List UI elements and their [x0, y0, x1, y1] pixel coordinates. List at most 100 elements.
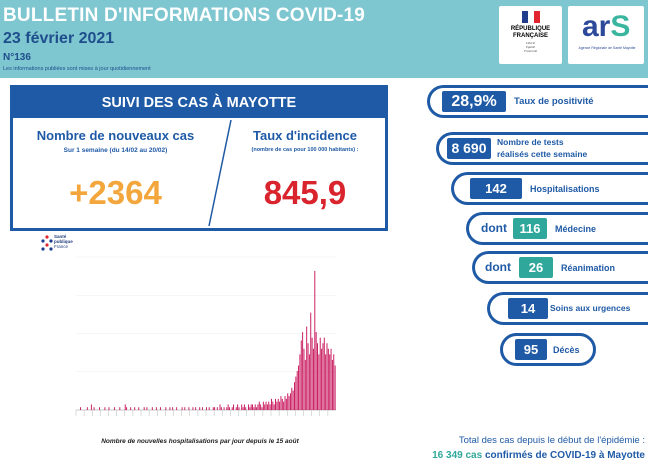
chart-bar — [326, 343, 328, 410]
chart-bar — [295, 376, 297, 410]
stat-positivity: 28,9% Taux de positivité — [427, 85, 648, 118]
chart-bar — [206, 407, 207, 410]
chart-bar — [226, 407, 228, 410]
chart-bar — [241, 404, 243, 410]
chart-caption: Nombre de nouvelles hospitalisations par… — [101, 438, 299, 445]
chart-bar — [317, 343, 318, 410]
chart-bar — [212, 407, 214, 410]
chart-bar — [237, 404, 239, 410]
chart-bar — [235, 407, 237, 410]
stat-value: 28,9% — [442, 91, 506, 112]
stat-deces: 95 Décès — [500, 333, 596, 366]
chart-bar — [292, 390, 294, 410]
stat-label: Taux de positivité — [514, 96, 594, 107]
chart-bar — [275, 398, 277, 410]
chart-bar — [321, 348, 323, 410]
chart-bar — [199, 407, 201, 410]
chart-bar — [201, 407, 203, 410]
bulletin-number: N°136 — [3, 52, 31, 63]
chart-bar — [216, 407, 218, 410]
chart-bar — [325, 354, 327, 410]
chart-bar — [165, 407, 167, 410]
chart-bar — [184, 407, 186, 410]
chart-bar — [130, 407, 132, 410]
chart-bar — [169, 407, 171, 410]
chart-bar — [208, 407, 210, 410]
chart-bar — [260, 404, 262, 410]
chart-bar — [304, 359, 306, 410]
chart-bar — [261, 407, 263, 410]
chart-bar — [291, 387, 293, 410]
spf-dots-icon — [41, 235, 53, 251]
chart-plot — [75, 256, 336, 416]
chart-bar — [176, 407, 178, 410]
chart-bar — [113, 407, 115, 410]
french-flag-icon — [522, 11, 540, 23]
chart-bar — [233, 404, 235, 410]
chart-bar — [143, 407, 145, 410]
chart-bar — [227, 404, 229, 410]
panel-divider — [208, 119, 232, 227]
chart-bar — [124, 404, 126, 410]
chart-bar — [159, 407, 161, 410]
stat-reanimation: dont 26 Réanimation — [472, 251, 648, 284]
stat-urgences: 14 Soins aux urgences — [487, 292, 648, 325]
chart-bar — [308, 354, 310, 410]
chart-bar — [273, 404, 275, 410]
chart-bar — [80, 407, 82, 410]
chart-bar — [318, 354, 320, 410]
stat-prefix: dont — [485, 260, 511, 274]
total-count: 16 349 cas — [432, 450, 483, 461]
chart-bar — [247, 404, 249, 410]
chart-bar — [322, 343, 324, 410]
chart-bar — [252, 404, 253, 410]
chart-bar — [264, 404, 266, 410]
chart-bar — [269, 404, 271, 410]
new-cases-label: Nombre de nouveaux cas — [36, 128, 195, 143]
bulletin-date: 23 février 2021 — [3, 30, 115, 47]
stat-medecine: dont 116 Médecine — [466, 212, 648, 245]
chart-bar — [298, 365, 300, 410]
chart-bar — [220, 407, 222, 410]
chart-bar — [119, 407, 121, 410]
chart-bar — [294, 382, 295, 410]
incidence-unit: (nombre de cas pour 100 000 habitants) : — [251, 147, 359, 153]
stat-label: Réanimation — [561, 263, 616, 273]
chart-bar — [243, 404, 245, 410]
chart-bar — [223, 407, 225, 410]
chart-bar — [331, 359, 333, 410]
republique-francaise-logo: RÉPUBLIQUE FRANÇAISE Liberté Égalité Fra… — [499, 6, 562, 64]
chart-bar — [257, 404, 259, 410]
chart-bar — [238, 407, 240, 410]
new-cases-period: Sur 1 semaine (du 14/02 au 20/02) — [63, 147, 168, 154]
chart-bar — [330, 348, 332, 410]
chart-bar — [245, 407, 247, 410]
chart-bar — [281, 398, 283, 410]
chart-bar — [104, 407, 106, 410]
chart-bar — [334, 365, 336, 410]
chart-bar — [288, 396, 290, 410]
total-label: Total des cas depuis le début de l'épidé… — [458, 435, 645, 446]
chart-bar — [155, 407, 157, 410]
chart-bar — [214, 407, 216, 410]
rf-name: RÉPUBLIQUE FRANÇAISE — [510, 26, 551, 39]
chart-bars — [80, 270, 336, 410]
chart-bar — [268, 401, 270, 410]
total-rest: confirmés de COVID-19 à Mayotte — [482, 450, 645, 461]
chart-bar — [323, 337, 325, 410]
chart-bar — [280, 396, 282, 410]
stat-hospitalisations: 142 Hospitalisations — [451, 172, 648, 205]
chart-bar — [287, 393, 289, 410]
stat-label: Hospitalisations — [530, 184, 600, 194]
chart-bar — [314, 270, 316, 410]
chart-bar — [283, 401, 285, 410]
stat-label: Soins aux urgences — [550, 303, 631, 313]
chart-bar — [300, 340, 302, 410]
sante-publique-france-logo: Santé publique France — [36, 232, 96, 256]
stat-prefix: dont — [481, 221, 507, 235]
chart-bar — [172, 407, 174, 410]
chart-bar — [276, 401, 278, 410]
stat-value: 116 — [513, 218, 547, 239]
stat-label: Médecine — [555, 224, 597, 234]
chart-bar — [219, 404, 221, 410]
